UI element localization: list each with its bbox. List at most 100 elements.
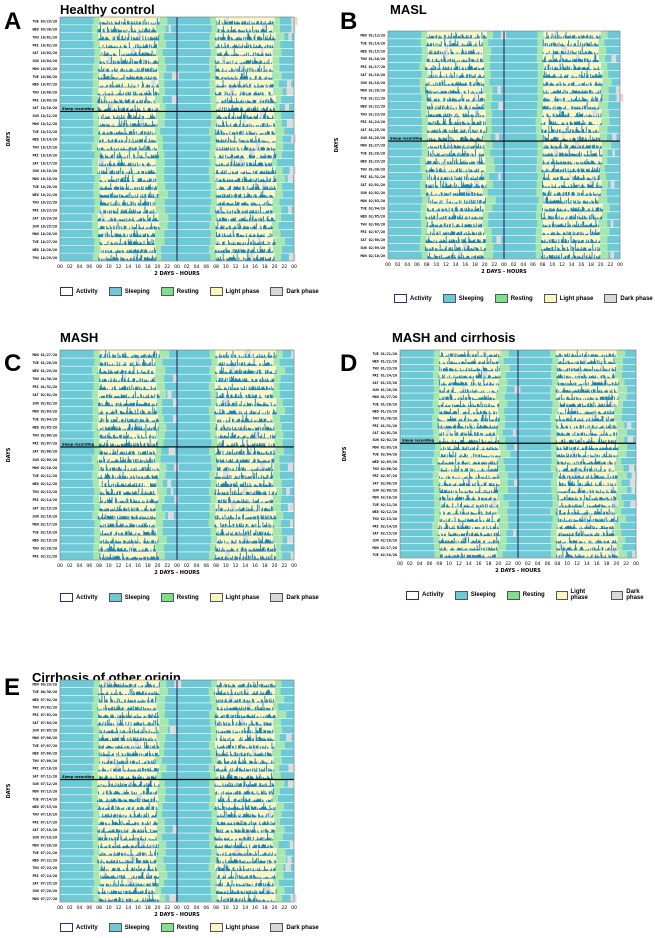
resting-band [209,487,215,496]
resting-band [433,493,440,501]
activity-trace [215,528,274,536]
dark-phase-block [482,371,488,379]
resting-band [155,519,164,528]
resting-band [93,40,100,49]
resting-band [485,243,494,252]
resting-band [94,245,101,254]
dark-phase-block [234,848,240,857]
x-tick-label: 04 [535,561,541,567]
resting-band [421,54,428,63]
light-phase-band [437,457,498,465]
activity-trace [215,190,275,199]
resting-band [419,156,426,165]
resting-band [617,450,627,458]
light-phase-band [426,235,487,244]
resting-band [273,519,282,528]
resting-band [601,31,608,39]
day-label: FRI 07/03/20 [33,713,58,717]
light-phase-band [556,428,618,437]
x-axis-label: 2 DAYS - HOURS [495,568,541,574]
day-label: WED 09/30/20 [33,28,58,32]
dark-phase-block [631,471,637,480]
activity-trace [216,726,274,734]
dark-phase-block [260,111,266,120]
activity-trace [214,167,276,175]
day-label: FRI 02/14/20 [373,524,398,528]
resting-band [210,733,217,742]
dark-phase-block [589,180,595,189]
x-axis-label: 2 DAYS - HOURS [481,269,527,275]
day-label: SUN 01/26/20 [373,388,398,392]
resting-band [535,243,542,252]
day-label: SUN 07/12/20 [33,782,58,786]
resting-band [158,40,167,49]
resting-band [616,479,622,487]
resting-band [537,148,544,157]
light-phase-band [98,72,160,80]
dark-phase-block [257,237,262,246]
legend-swatch [270,287,284,296]
day-label: THU 02/13/20 [373,517,398,521]
resting-band [211,680,218,688]
x-tick-label: 12 [443,262,449,268]
resting-band [156,48,163,57]
resting-band [500,536,507,544]
resting-band [552,493,559,501]
activity-trace [216,479,274,488]
x-tick-label: 10 [106,264,112,270]
light-phase-band [438,522,499,530]
resting-band [210,374,217,383]
light-phase-band [98,802,158,811]
x-tick-label: 02 [511,262,517,268]
resting-band [482,211,489,220]
day-label: FRI 01/17/20 [361,65,386,69]
x-tick-label: 22 [281,563,287,569]
dark-phase-block [450,38,453,47]
resting-band [93,430,100,439]
light-phase-band [100,358,156,367]
light-phase-band [426,101,485,110]
light-phase-band [439,450,501,458]
resting-band [209,710,216,719]
light-phase-band [558,357,616,365]
resting-band [91,787,98,795]
dark-phase-block [115,718,121,726]
legend-item: Sleeping [108,593,150,602]
day-label: WED 10/28/20 [33,248,58,252]
panel-title: MASL [390,2,427,17]
legend-label: Sleeping [458,295,484,302]
dark-phase-block [168,446,176,455]
day-label: FRI 10/16/20 [33,153,58,157]
resting-band [499,378,508,386]
resting-band [157,833,162,841]
dark-phase-block [134,741,140,749]
activity-trace [439,544,498,551]
light-phase-band [542,109,602,118]
light-phase-band [99,695,156,703]
legend-label: Activity [410,295,432,302]
legend-swatch [394,294,407,303]
resting-band [496,550,503,558]
dark-phase-block [610,219,614,228]
resting-band [92,687,99,696]
activity-trace [216,458,275,464]
x-tick-label: 04 [77,264,83,270]
resting-band [434,464,441,472]
legend-label: Resting [176,288,199,295]
resting-band [210,95,217,104]
x-tick-label: 08 [213,563,219,569]
light-phase-band [542,54,600,63]
light-phase-band [99,848,158,857]
dark-phase-block [496,235,502,244]
light-phase-band [543,70,603,79]
x-tick-label: 00 [633,561,639,567]
day-row [60,787,294,796]
resting-band [92,817,99,826]
resting-band [91,771,98,780]
resting-band [273,833,283,841]
day-label: WED 02/05/20 [361,214,386,218]
dark-phase-block [288,764,296,772]
light-phase-band [543,148,603,157]
resting-band [272,158,278,167]
legend-swatch [60,923,73,932]
